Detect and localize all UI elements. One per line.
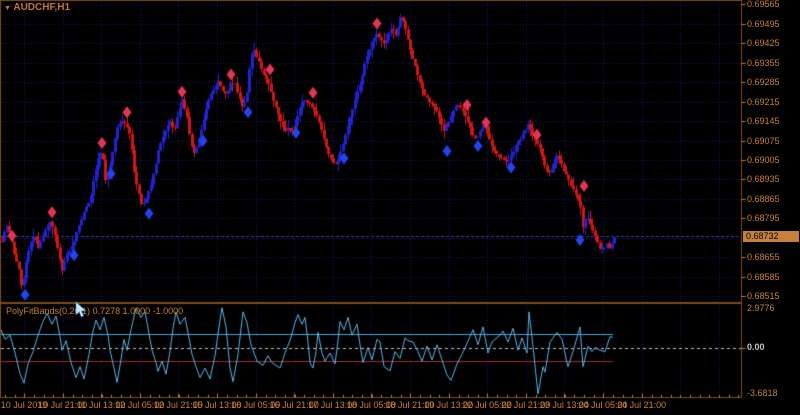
time-axis-label: 16 Jul 05:00 — [231, 400, 281, 410]
price-axis-label: 0.68515 — [747, 291, 780, 301]
indicator-label: PolyFitBands(0.20,1) 0.7278 1.0000 -1.00… — [6, 306, 183, 316]
price-axis-label: 0.69495 — [747, 19, 780, 29]
oscillator-axis-zero: 0.00 — [747, 342, 765, 352]
time-axis-label: 22 Jul 05:00 — [462, 400, 512, 410]
price-axis-label: 0.68585 — [747, 272, 780, 282]
oscillator-axis-max: 2.9776 — [747, 303, 775, 313]
indicator-name: PolyFitBands(0.20,1) — [6, 306, 91, 316]
time-axis-label: 12 Jul 05:00 — [115, 400, 165, 410]
price-axis-label: 0.68865 — [747, 194, 780, 204]
price-axis-label: 0.69355 — [747, 58, 780, 68]
time-axis-label: 23 Jul 13:00 — [539, 400, 589, 410]
indicator-values: 0.7278 1.0000 -1.0000 — [92, 306, 184, 316]
price-axis-label: 0.69425 — [747, 38, 780, 48]
oscillator-axis-min: -3.6818 — [747, 388, 778, 398]
price-axis-label: 0.69005 — [747, 155, 780, 165]
time-axis-label: 15 Jul 13:00 — [192, 400, 242, 410]
time-axis-label: 22 Jul 21:00 — [501, 400, 551, 410]
time-axis-label: 24 Jul 21:00 — [617, 400, 667, 410]
time-axis-label: 24 Jul 05:00 — [578, 400, 628, 410]
time-axis-label: 17 Jul 13:00 — [308, 400, 358, 410]
time-axis-label: 18 Jul 21:00 — [385, 400, 435, 410]
price-axis[interactable]: 0.69565 0.69495 0.69425 0.69355 0.69285 0.692… — [742, 0, 800, 397]
price-axis-label: 0.69145 — [747, 116, 780, 126]
price-axis-label: 0.68795 — [747, 213, 780, 223]
time-axis-label: 19 Jul 13:00 — [424, 400, 474, 410]
time-axis-label: 10 Jul 21:00 — [38, 400, 88, 410]
time-axis-label: 11 Jul 13:00 — [77, 400, 126, 410]
mouse-cursor — [75, 301, 87, 318]
symbol-label[interactable]: ▼ AUDCHF,H1 — [4, 3, 70, 14]
price-axis-label: 0.68655 — [747, 252, 780, 262]
price-axis-label: 0.69075 — [747, 136, 780, 146]
price-axis-label: 0.69565 — [747, 0, 780, 9]
current-price-tag: 0.68732 — [743, 231, 799, 242]
price-axis-label: 0.68935 — [747, 174, 780, 184]
symbol-period-text: AUDCHF,H1 — [13, 2, 71, 13]
time-axis-label: 10 Jul 2019 — [0, 400, 48, 410]
price-axis-label: 0.69285 — [747, 77, 780, 87]
time-axis[interactable]: 10 Jul 2019 10 Jul 21:00 11 Jul 13:00 12 Ju… — [0, 399, 742, 415]
time-axis-label: 12 Jul 21:00 — [153, 400, 203, 410]
price-axis-label: 0.69215 — [747, 97, 780, 107]
time-axis-label: 16 Jul 21:00 — [269, 400, 319, 410]
symbol-dropdown-icon: ▼ — [4, 5, 11, 12]
time-axis-label: 18 Jul 05:00 — [346, 400, 396, 410]
